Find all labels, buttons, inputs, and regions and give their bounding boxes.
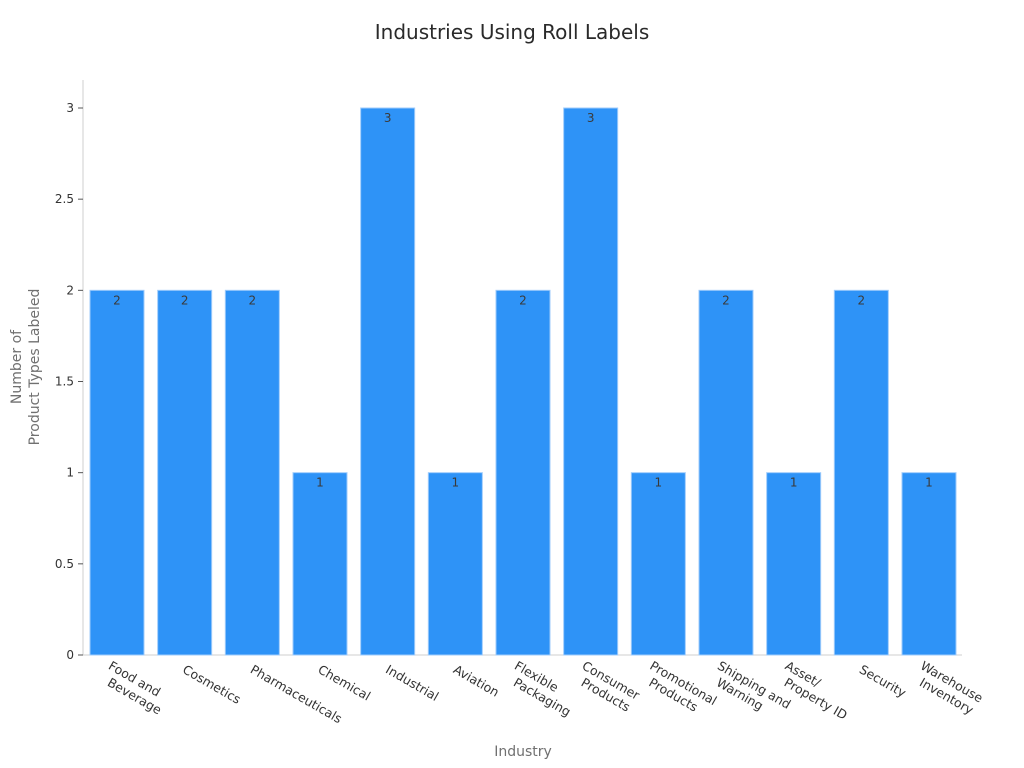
bar — [698, 289, 754, 656]
bar-data-label: 3 — [587, 111, 595, 125]
bar — [360, 107, 416, 656]
x-category-label: Security — [857, 662, 909, 701]
bar-data-label: 1 — [655, 476, 663, 490]
bar-data-label: 2 — [858, 293, 866, 307]
data-labels-group: 2 2 2 1 3 1 2 3 1 2 1 2 1 — [113, 111, 933, 490]
bar-data-label: 1 — [452, 476, 460, 490]
y-axis-title: Number of Product Types Labeled — [9, 289, 43, 446]
bar — [495, 289, 551, 656]
x-category-label-line: Security — [857, 662, 909, 701]
bars-group — [89, 107, 957, 656]
x-category-label-line: Cosmetics — [180, 662, 243, 707]
bar — [157, 289, 213, 656]
bar — [630, 472, 686, 656]
y-axis-ticks: 0 0.5 1 1.5 2 2.5 3 — [55, 101, 83, 662]
x-category-label: Food andBeverage — [99, 658, 173, 718]
bar — [89, 289, 145, 656]
y-tick-label: 2.5 — [55, 192, 74, 206]
y-axis-title-line: Product Types Labeled — [27, 289, 43, 446]
bar-data-label: 2 — [519, 293, 527, 307]
x-category-label: ConsumerProducts — [572, 658, 643, 716]
x-category-label-line: Aviation — [451, 662, 502, 700]
bar — [901, 472, 957, 656]
y-axis-title-line: Number of — [9, 329, 25, 404]
bar — [427, 472, 483, 656]
bar-data-label: 3 — [384, 111, 392, 125]
bar-data-label: 2 — [113, 293, 121, 307]
x-category-label: Industrial — [383, 662, 441, 704]
x-category-label-line: Chemical — [316, 662, 374, 704]
x-category-label: Chemical — [316, 662, 374, 704]
x-axis-category-labels: Food andBeverage Cosmetics Pharmaceuticals… — [99, 658, 986, 726]
y-tick-label: 3 — [66, 101, 74, 115]
bar — [833, 289, 889, 656]
y-tick-label: 0.5 — [55, 557, 74, 571]
x-category-label: FlexiblePackaging — [505, 658, 581, 719]
bar — [766, 472, 822, 656]
bar-data-label: 1 — [316, 476, 324, 490]
y-axis-title-text: Number of Product Types Labeled — [9, 289, 43, 446]
bar-data-label: 2 — [181, 293, 189, 307]
bar-data-label: 2 — [722, 293, 730, 307]
bar — [563, 107, 619, 656]
y-tick-label: 1.5 — [55, 375, 74, 389]
x-category-label: Aviation — [451, 662, 502, 700]
x-category-label: PromotionalProducts — [640, 658, 720, 721]
x-category-label-line: Industrial — [383, 662, 441, 704]
bar — [292, 472, 348, 656]
y-tick-label: 0 — [66, 648, 74, 662]
x-category-label: Cosmetics — [180, 662, 243, 707]
y-tick-label: 1 — [66, 466, 74, 480]
bar — [224, 289, 280, 656]
x-category-label: Shipping andWarning — [708, 658, 794, 725]
x-category-label: WarehouseInventory — [911, 658, 986, 719]
x-category-label: Asset/Property ID — [775, 658, 857, 723]
y-tick-label: 2 — [66, 283, 74, 297]
x-axis-title: Industry — [494, 744, 552, 760]
chart-title: Industries Using Roll Labels — [375, 20, 650, 44]
bar-data-label: 2 — [249, 293, 257, 307]
bar-data-label: 1 — [925, 476, 933, 490]
bar-data-label: 1 — [790, 476, 798, 490]
